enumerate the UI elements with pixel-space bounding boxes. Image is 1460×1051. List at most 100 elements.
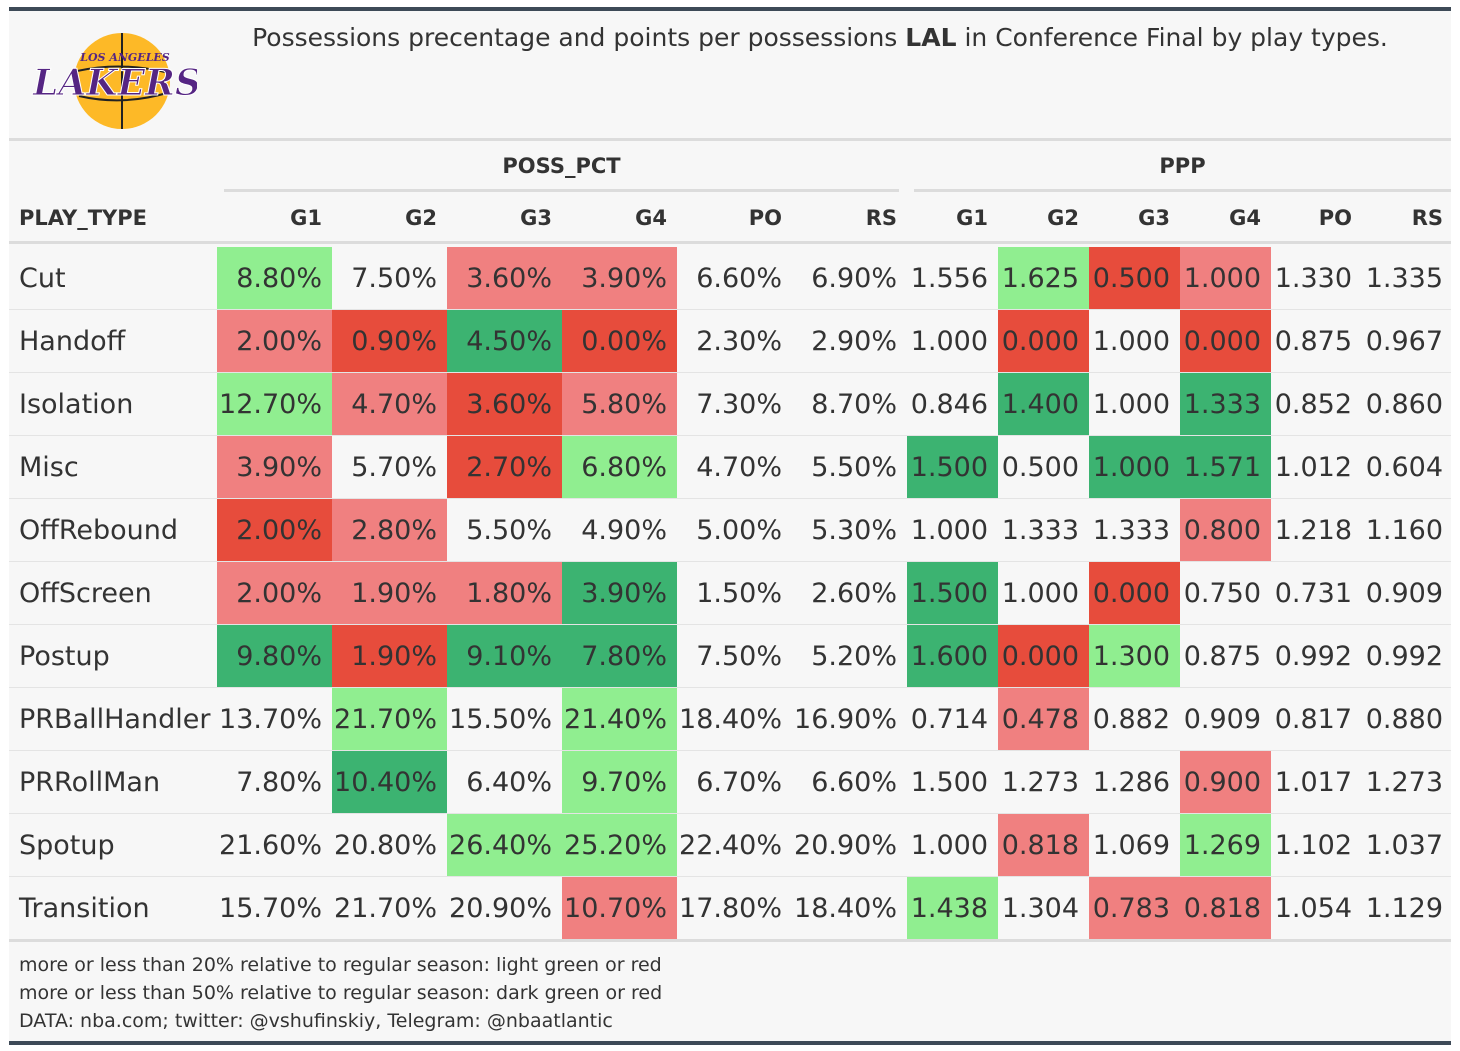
table-cell: 0.817 xyxy=(1274,704,1352,735)
logo-line2: LAKERS xyxy=(32,62,197,104)
table-cell: 6.90% xyxy=(811,263,897,294)
table-cell: 15.50% xyxy=(449,704,552,735)
table-cell: 1.300 xyxy=(1089,625,1180,688)
table-cell: 0.000 xyxy=(1180,310,1271,373)
row-separator xyxy=(9,435,1451,436)
column-header-poss-pct-g1: G1 xyxy=(290,206,322,230)
footer-line1: more or less than 20% relative to regula… xyxy=(19,954,662,976)
row-label: OffRebound xyxy=(19,515,179,546)
table-cell: 1.000 xyxy=(1001,578,1079,609)
table-cell: 1.000 xyxy=(1180,247,1271,310)
table-cell: 1.438 xyxy=(907,877,998,940)
table-cell: 12.70% xyxy=(217,373,332,436)
footer-notes: more or less than 20% relative to regula… xyxy=(19,951,662,1035)
table-cell: 13.70% xyxy=(219,704,322,735)
table-cell: 5.80% xyxy=(562,373,677,436)
table-cell: 1.000 xyxy=(910,326,988,357)
chart-title: Possessions precentage and points per po… xyxy=(252,23,1388,52)
table-cell: 18.40% xyxy=(794,893,897,924)
table-cell: 0.882 xyxy=(1092,704,1170,735)
table-cell: 1.069 xyxy=(1092,830,1170,861)
table-cell: 0.875 xyxy=(1274,326,1352,357)
table-cell: 7.30% xyxy=(696,389,782,420)
row-label: Isolation xyxy=(19,389,134,420)
table-bottom-divider xyxy=(9,939,1451,942)
table-cell: 8.70% xyxy=(811,389,897,420)
column-header-play-type: PLAY_TYPE xyxy=(19,206,147,230)
row-separator xyxy=(9,624,1451,625)
row-label: Postup xyxy=(19,641,110,672)
column-header-ppp-g3: G3 xyxy=(1138,206,1170,230)
table-cell: 21.70% xyxy=(332,688,447,751)
logo-line1: LOS ANGELES xyxy=(79,51,170,64)
table-cell: 1.50% xyxy=(696,578,782,609)
table-cell: 1.500 xyxy=(907,436,998,499)
footer-line3: DATA: nba.com; twitter: @vshufinskiy, Te… xyxy=(19,1010,613,1032)
column-header-poss-pct-g3: G3 xyxy=(520,206,552,230)
column-header-ppp-g2: G2 xyxy=(1047,206,1079,230)
table-cell: 1.333 xyxy=(1001,515,1079,546)
row-separator xyxy=(9,750,1451,751)
title-team: LAL xyxy=(905,23,957,52)
row-separator xyxy=(9,813,1451,814)
table-cell: 1.102 xyxy=(1274,830,1352,861)
table-cell: 7.80% xyxy=(562,625,677,688)
table-cell: 0.90% xyxy=(332,310,447,373)
row-label: PRBallHandler xyxy=(19,704,211,735)
table-cell: 1.129 xyxy=(1365,893,1443,924)
table-cell: 1.400 xyxy=(998,373,1089,436)
table-cell: 1.054 xyxy=(1274,893,1352,924)
table-cell: 2.00% xyxy=(217,562,332,625)
table-cell: 4.50% xyxy=(447,310,562,373)
row-separator xyxy=(9,498,1451,499)
table-cell: 3.90% xyxy=(562,247,677,310)
table-cell: 0.909 xyxy=(1183,704,1261,735)
table-cell: 0.500 xyxy=(1001,452,1079,483)
table-cell: 0.909 xyxy=(1365,578,1443,609)
table-cell: 0.846 xyxy=(910,389,988,420)
table-cell: 25.20% xyxy=(562,814,677,877)
bottom-rule xyxy=(9,1041,1451,1045)
table-cell: 0.875 xyxy=(1183,641,1261,672)
table-cell: 5.20% xyxy=(811,641,897,672)
table-cell: 7.80% xyxy=(236,767,322,798)
table-cell: 9.70% xyxy=(562,751,677,814)
column-header-ppp-po: PO xyxy=(1318,206,1352,230)
table-cell: 0.500 xyxy=(1089,247,1180,310)
table-cell: 3.60% xyxy=(447,373,562,436)
table-cell: 5.30% xyxy=(811,515,897,546)
column-header-poss-pct-g4: G4 xyxy=(635,206,667,230)
table-cell: 21.60% xyxy=(219,830,322,861)
group-header-ppp: PPP xyxy=(1159,154,1206,178)
row-label: PRRollMan xyxy=(19,767,161,798)
table-cell: 4.70% xyxy=(332,373,447,436)
table-cell: 21.40% xyxy=(562,688,677,751)
table-cell: 2.60% xyxy=(811,578,897,609)
row-separator xyxy=(9,309,1451,310)
table-cell: 3.90% xyxy=(562,562,677,625)
table-cell: 0.992 xyxy=(1274,641,1352,672)
column-header-poss-pct-po: PO xyxy=(748,206,782,230)
table-cell: 5.00% xyxy=(696,515,782,546)
header-divider xyxy=(9,241,1451,244)
table-cell: 10.70% xyxy=(562,877,677,940)
table-cell: 0.852 xyxy=(1274,389,1352,420)
row-separator xyxy=(9,372,1451,373)
table-cell: 1.160 xyxy=(1365,515,1443,546)
row-separator xyxy=(9,561,1451,562)
table-cell: 4.90% xyxy=(581,515,667,546)
table-cell: 1.335 xyxy=(1365,263,1443,294)
table-cell: 6.60% xyxy=(811,767,897,798)
group-underline-poss-pct xyxy=(224,189,899,192)
table-cell: 0.783 xyxy=(1089,877,1180,940)
table-cell: 1.90% xyxy=(332,625,447,688)
row-label: Misc xyxy=(19,452,79,483)
table-cell: 0.000 xyxy=(1089,562,1180,625)
table-cell: 1.571 xyxy=(1180,436,1271,499)
table-cell: 5.50% xyxy=(466,515,552,546)
table-cell: 2.30% xyxy=(696,326,782,357)
table-cell: 1.000 xyxy=(1092,389,1170,420)
table-cell: 0.000 xyxy=(998,310,1089,373)
table-cell: 0.880 xyxy=(1365,704,1443,735)
column-header-ppp-rs: RS xyxy=(1411,206,1443,230)
